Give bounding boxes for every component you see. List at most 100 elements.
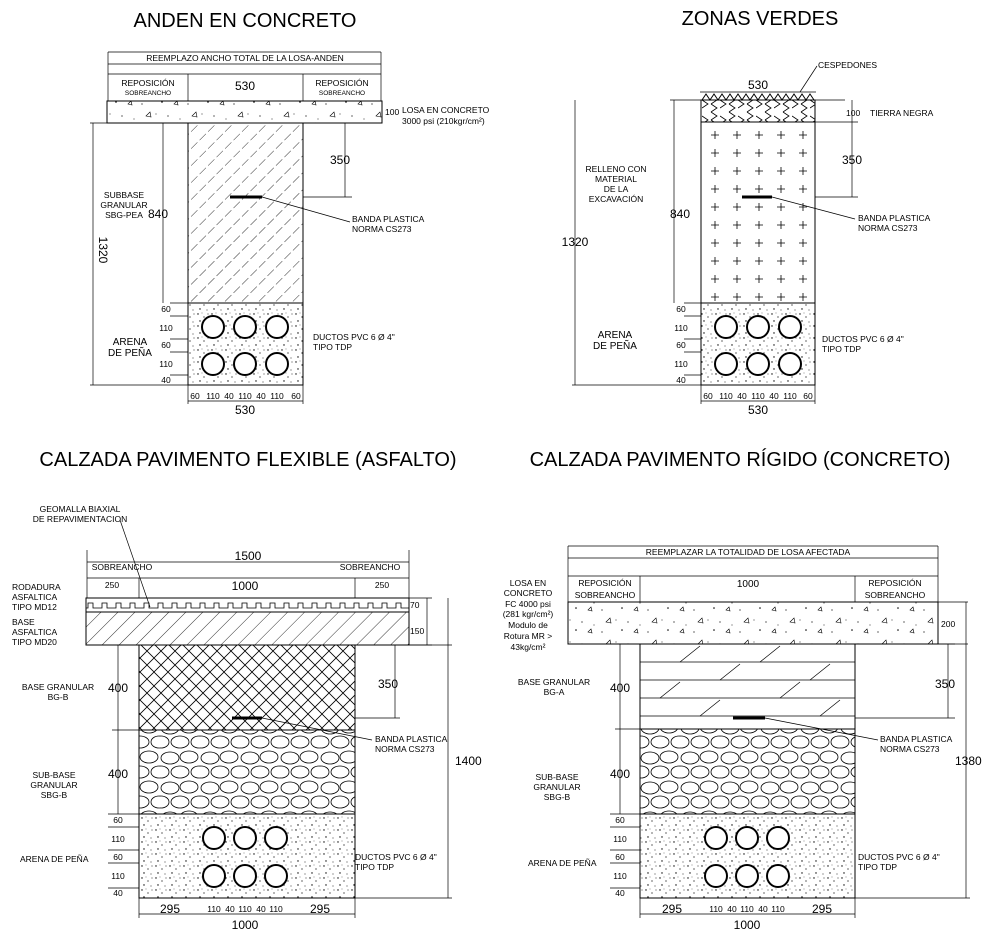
dim-200: 200 [941,619,955,629]
leader-line [261,196,351,223]
base-granular-label: BASE GRANULAR [518,677,590,687]
granular-subbase [138,729,356,815]
pvc-ducts [201,315,289,376]
ductos-label: DUCTOS PVC 6 Ø 4" [822,334,904,344]
arena-label: ARENA [113,337,148,348]
duct-pipe [766,826,790,850]
cesped-label: CESPEDONES [818,60,877,70]
duct-pipe [202,826,226,850]
duct-pipe [265,352,289,376]
vertical-dims: 60 110 60 110 40 [610,813,640,898]
ductos-label: TIPO TDP [313,342,352,352]
reposicion-label: REPOSICIÓN [868,578,921,588]
duct-pipe [202,864,226,888]
granular-base [138,644,356,731]
dim-1380: 1380 [955,754,982,768]
losa-spec: 3000 psi (210kgr/cm²) [402,116,485,126]
subbase-label: GRANULAR [533,782,580,792]
losa-label: Modulo de [508,620,548,630]
duct-pipe [778,352,802,376]
leader-line [771,196,856,220]
width-dim: 530 [235,79,255,93]
subbase-label: GRANULAR [30,780,77,790]
duct-pipe [746,352,770,376]
dim-295: 295 [662,902,682,916]
dim-400: 400 [610,681,630,695]
dim-295: 295 [160,902,180,916]
dim-60: 60 [161,340,171,350]
arena-label: DE PEÑA [593,339,637,352]
geomalla-label: GEOMALLA BIAXIAL [40,504,121,514]
leader-line [261,717,373,741]
dim-60: 60 [615,852,625,862]
dim-110: 110 [771,904,785,914]
dim-110: 110 [674,359,688,369]
granular-base [639,643,856,730]
banda-label: BANDA PLASTICA [880,734,953,744]
subbase-label: SUBBASE [104,190,144,200]
arena-label: DE PEÑA [108,346,152,359]
top-note: REEMPLAZO ANCHO TOTAL DE LA LOSA-ANDEN [146,53,344,63]
losa-spec: LOSA EN CONCRETO FC 4000 psi (281 kgr/cm… [503,578,554,652]
leader-line [119,519,151,608]
duct-pipe [704,826,728,850]
dim-110: 110 [674,323,688,333]
reposicion-label: REPOSICIÓN [315,78,368,88]
subbase-label: SBG-B [41,790,68,800]
dim-40: 40 [256,391,266,401]
dim-40: 40 [224,391,234,401]
relleno-label: DE LA [604,184,629,194]
losa-label: LOSA EN [510,578,546,588]
backfill-zone [700,121,816,304]
sobreancho-label: SOBREANCHO [575,590,636,600]
dim-400: 400 [108,681,128,695]
ductos-label: DUCTOS PVC 6 Ø 4" [858,852,940,862]
dim-1500: 1500 [235,549,262,563]
dim-110: 110 [783,391,797,401]
section-anden-concreto: ANDEN EN CONCRETO REEMPLAZO ANCHO TOTAL … [90,10,490,417]
asphalt-wearing-course [85,597,410,613]
banda-label: NORMA CS273 [858,223,918,233]
geomalla-label: DE REPAVIMENTACION [33,514,127,524]
base-granular-label: BASE GRANULAR [22,682,94,692]
duct-pipe [714,315,738,339]
section-title: CALZADA PAVIMENTO RÍGIDO (CONCRETO) [530,448,951,471]
duct-pipe [735,826,759,850]
dim-60: 60 [113,815,123,825]
banda-label: BANDA PLASTICA [858,213,931,223]
vertical-dims: 60 110 60 110 40 [108,813,139,898]
duct-pipe [264,826,288,850]
dim-350: 350 [935,677,955,691]
relleno-label: RELLENO CON [586,164,647,174]
dim-1320: 1320 [562,235,589,249]
ductos-label: DUCTOS PVC 6 Ø 4" [355,852,437,862]
dim-350: 350 [330,153,350,167]
reposicion-label: REPOSICIÓN [578,578,631,588]
dim-1000: 1000 [232,579,259,593]
subbase-label: SBG-B [544,792,571,802]
dim-60: 60 [161,304,171,314]
duct-pipe [746,315,770,339]
dim-60: 60 [113,852,123,862]
duct-pipe [233,864,257,888]
dim-40: 40 [676,375,686,385]
top-note: REEMPLAZAR LA TOTALIDAD DE LOSA AFECTADA [646,547,851,557]
dim-110: 110 [238,391,252,401]
duct-pipe [735,864,759,888]
duct-pipe [201,315,225,339]
reposicion-label: REPOSICIÓN [121,78,174,88]
dim-110: 110 [159,323,173,333]
dim-110: 110 [111,871,125,881]
dim-840: 840 [670,207,690,221]
dim-295: 295 [310,902,330,916]
banda-label: NORMA CS273 [880,744,940,754]
dim-400: 400 [610,767,630,781]
dim-530: 530 [235,403,255,417]
horizontal-dims: 295 110 40 110 40 110 295 1000 [138,898,356,932]
dim-250: 250 [105,580,119,590]
granular-subbase [639,728,856,815]
losa-label: (281 kgr/cm²) [503,609,554,619]
dim-1000: 1000 [737,579,760,590]
dim-40: 40 [615,888,625,898]
